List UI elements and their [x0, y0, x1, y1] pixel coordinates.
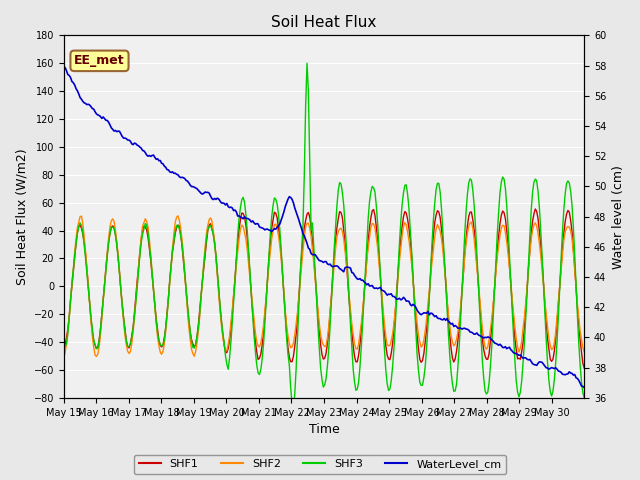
- SHF2: [329, 278, 337, 284]
- SHF1: [508, 301, 516, 307]
- SHF2: [509, 311, 517, 316]
- WaterLevel_cm: [60, 65, 68, 71]
- SHF3: [330, 246, 338, 252]
- SHF3: [60, 345, 68, 351]
- WaterLevel_cm: [61, 65, 69, 71]
- Line: SHF3: SHF3: [64, 63, 584, 412]
- SHF1: [578, 349, 586, 355]
- SHF3: [303, 60, 311, 66]
- WaterLevel_cm: [509, 350, 517, 356]
- WaterLevel_cm: [578, 383, 586, 389]
- SHF2: [174, 213, 182, 219]
- SHF2: [432, 227, 440, 232]
- WaterLevel_cm: [79, 98, 86, 104]
- Text: EE_met: EE_met: [74, 54, 125, 67]
- Line: SHF1: SHF1: [64, 209, 584, 368]
- WaterLevel_cm: [329, 264, 337, 270]
- SHF2: [60, 355, 68, 360]
- SHF2: [580, 349, 588, 355]
- SHF1: [328, 292, 335, 298]
- WaterLevel_cm: [580, 385, 588, 391]
- Y-axis label: Water level (cm): Water level (cm): [612, 165, 625, 269]
- SHF3: [579, 390, 587, 396]
- WaterLevel_cm: [95, 113, 103, 119]
- Title: Soil Heat Flux: Soil Heat Flux: [271, 15, 377, 30]
- SHF1: [77, 225, 85, 231]
- SHF1: [60, 345, 68, 351]
- SHF1: [431, 219, 438, 225]
- SHF2: [578, 337, 586, 343]
- Line: WaterLevel_cm: WaterLevel_cm: [64, 68, 584, 388]
- Y-axis label: Soil Heat Flux (W/m2): Soil Heat Flux (W/m2): [15, 148, 28, 285]
- SHF2: [94, 351, 102, 357]
- Line: SHF2: SHF2: [64, 216, 584, 358]
- SHF1: [580, 365, 588, 371]
- WaterLevel_cm: [432, 313, 440, 319]
- SHF1: [94, 345, 102, 350]
- SHF3: [580, 395, 588, 401]
- SHF3: [511, 358, 519, 364]
- SHF1: [531, 206, 539, 212]
- SHF3: [289, 409, 297, 415]
- Legend: SHF1, SHF2, SHF3, WaterLevel_cm: SHF1, SHF2, SHF3, WaterLevel_cm: [134, 455, 506, 474]
- SHF3: [434, 180, 442, 186]
- SHF3: [77, 223, 85, 228]
- X-axis label: Time: Time: [308, 423, 339, 436]
- SHF2: [77, 213, 85, 219]
- SHF3: [94, 346, 102, 351]
